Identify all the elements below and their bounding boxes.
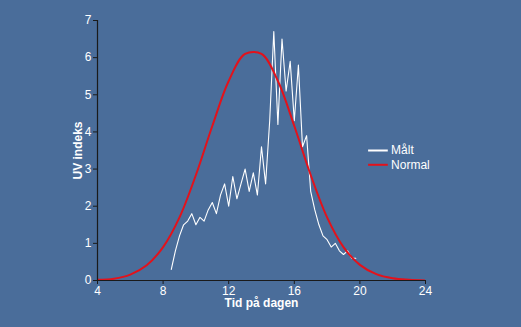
svg-text:12: 12 <box>222 284 236 298</box>
svg-text:Normal: Normal <box>391 158 430 172</box>
svg-text:4: 4 <box>85 125 92 139</box>
svg-text:1: 1 <box>85 236 92 250</box>
svg-text:4: 4 <box>94 284 101 298</box>
svg-text:7: 7 <box>85 13 92 27</box>
svg-text:UV indeks: UV indeks <box>71 121 85 179</box>
svg-text:2: 2 <box>85 199 92 213</box>
svg-text:0: 0 <box>85 273 92 287</box>
svg-text:8: 8 <box>160 284 167 298</box>
svg-text:16: 16 <box>287 284 301 298</box>
svg-text:6: 6 <box>85 50 92 64</box>
svg-text:5: 5 <box>85 88 92 102</box>
svg-text:20: 20 <box>353 284 367 298</box>
svg-text:3: 3 <box>85 162 92 176</box>
svg-text:Tid på dagen: Tid på dagen <box>225 296 299 310</box>
svg-text:24: 24 <box>419 284 433 298</box>
svg-text:Målt: Målt <box>391 143 414 157</box>
